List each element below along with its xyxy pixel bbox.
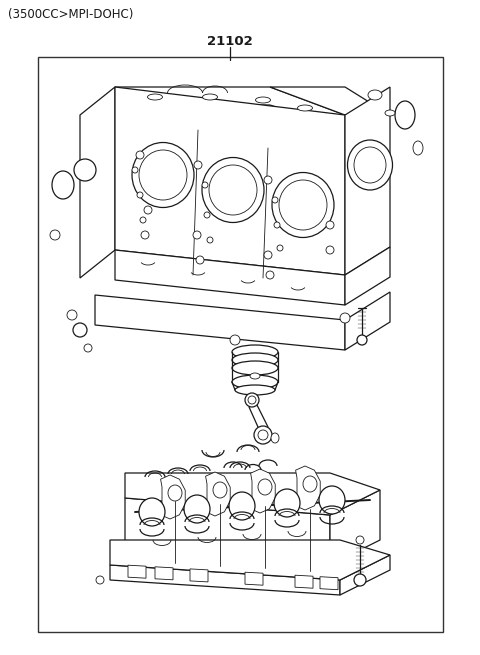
Polygon shape [295, 575, 313, 588]
Polygon shape [345, 292, 390, 350]
Circle shape [326, 221, 334, 229]
Ellipse shape [279, 180, 327, 230]
Polygon shape [155, 567, 173, 580]
Circle shape [96, 576, 104, 584]
Ellipse shape [250, 373, 260, 379]
Ellipse shape [139, 150, 187, 200]
Circle shape [326, 246, 334, 254]
Circle shape [50, 230, 60, 240]
Ellipse shape [354, 147, 386, 183]
Circle shape [73, 323, 87, 337]
Circle shape [230, 335, 240, 345]
Ellipse shape [202, 157, 264, 223]
Ellipse shape [184, 495, 210, 523]
Circle shape [266, 271, 274, 279]
Bar [38, 57, 443, 632]
Polygon shape [345, 247, 390, 305]
Ellipse shape [232, 345, 278, 359]
Circle shape [245, 393, 259, 407]
Polygon shape [330, 490, 380, 565]
Circle shape [340, 313, 350, 323]
Circle shape [277, 245, 283, 251]
Ellipse shape [271, 433, 279, 443]
Circle shape [144, 206, 152, 214]
Circle shape [84, 344, 92, 352]
Circle shape [264, 176, 272, 184]
Ellipse shape [232, 375, 278, 389]
Ellipse shape [229, 492, 255, 520]
Polygon shape [115, 87, 345, 130]
Polygon shape [125, 498, 330, 565]
Ellipse shape [385, 110, 395, 116]
Ellipse shape [232, 361, 278, 375]
Polygon shape [270, 87, 390, 115]
Circle shape [141, 231, 149, 239]
Polygon shape [161, 475, 185, 519]
Polygon shape [110, 540, 390, 580]
Circle shape [258, 430, 268, 440]
Ellipse shape [303, 476, 317, 492]
Polygon shape [115, 87, 345, 275]
Circle shape [354, 574, 366, 586]
Ellipse shape [203, 94, 217, 100]
Ellipse shape [413, 141, 423, 155]
Ellipse shape [258, 479, 272, 495]
Polygon shape [95, 295, 345, 350]
Polygon shape [345, 87, 390, 275]
Circle shape [274, 222, 280, 228]
Ellipse shape [168, 485, 182, 501]
Ellipse shape [139, 498, 165, 526]
Polygon shape [296, 466, 320, 510]
Polygon shape [190, 569, 208, 582]
Polygon shape [110, 565, 340, 595]
Circle shape [202, 182, 208, 188]
Polygon shape [320, 576, 338, 590]
Ellipse shape [348, 140, 393, 190]
Ellipse shape [52, 171, 74, 199]
Ellipse shape [209, 165, 257, 215]
Circle shape [207, 237, 213, 243]
Circle shape [132, 167, 138, 173]
Circle shape [204, 212, 210, 218]
Ellipse shape [232, 353, 278, 367]
Polygon shape [80, 87, 115, 278]
Polygon shape [125, 473, 380, 515]
Circle shape [357, 335, 367, 345]
Polygon shape [251, 469, 275, 513]
Circle shape [272, 197, 278, 203]
Circle shape [194, 161, 202, 169]
Circle shape [140, 217, 146, 223]
Ellipse shape [255, 97, 271, 103]
Circle shape [356, 536, 364, 544]
Circle shape [254, 426, 272, 444]
Ellipse shape [319, 486, 345, 514]
Ellipse shape [235, 385, 275, 395]
Polygon shape [245, 572, 263, 585]
Ellipse shape [132, 143, 194, 208]
Circle shape [193, 231, 201, 239]
Circle shape [196, 256, 204, 264]
Circle shape [136, 151, 144, 159]
Polygon shape [128, 565, 146, 578]
Ellipse shape [213, 482, 227, 498]
Circle shape [74, 159, 96, 181]
Polygon shape [340, 555, 390, 595]
Circle shape [264, 251, 272, 259]
Circle shape [67, 310, 77, 320]
Text: 21102: 21102 [207, 35, 253, 48]
Circle shape [137, 192, 143, 198]
Ellipse shape [395, 101, 415, 129]
Ellipse shape [298, 105, 312, 111]
Ellipse shape [368, 90, 382, 100]
Ellipse shape [147, 94, 163, 100]
Text: (3500CC>MPI-DOHC): (3500CC>MPI-DOHC) [8, 8, 133, 21]
Ellipse shape [274, 489, 300, 517]
Circle shape [248, 396, 256, 404]
Polygon shape [115, 250, 345, 305]
Polygon shape [205, 472, 230, 516]
Ellipse shape [272, 172, 334, 238]
